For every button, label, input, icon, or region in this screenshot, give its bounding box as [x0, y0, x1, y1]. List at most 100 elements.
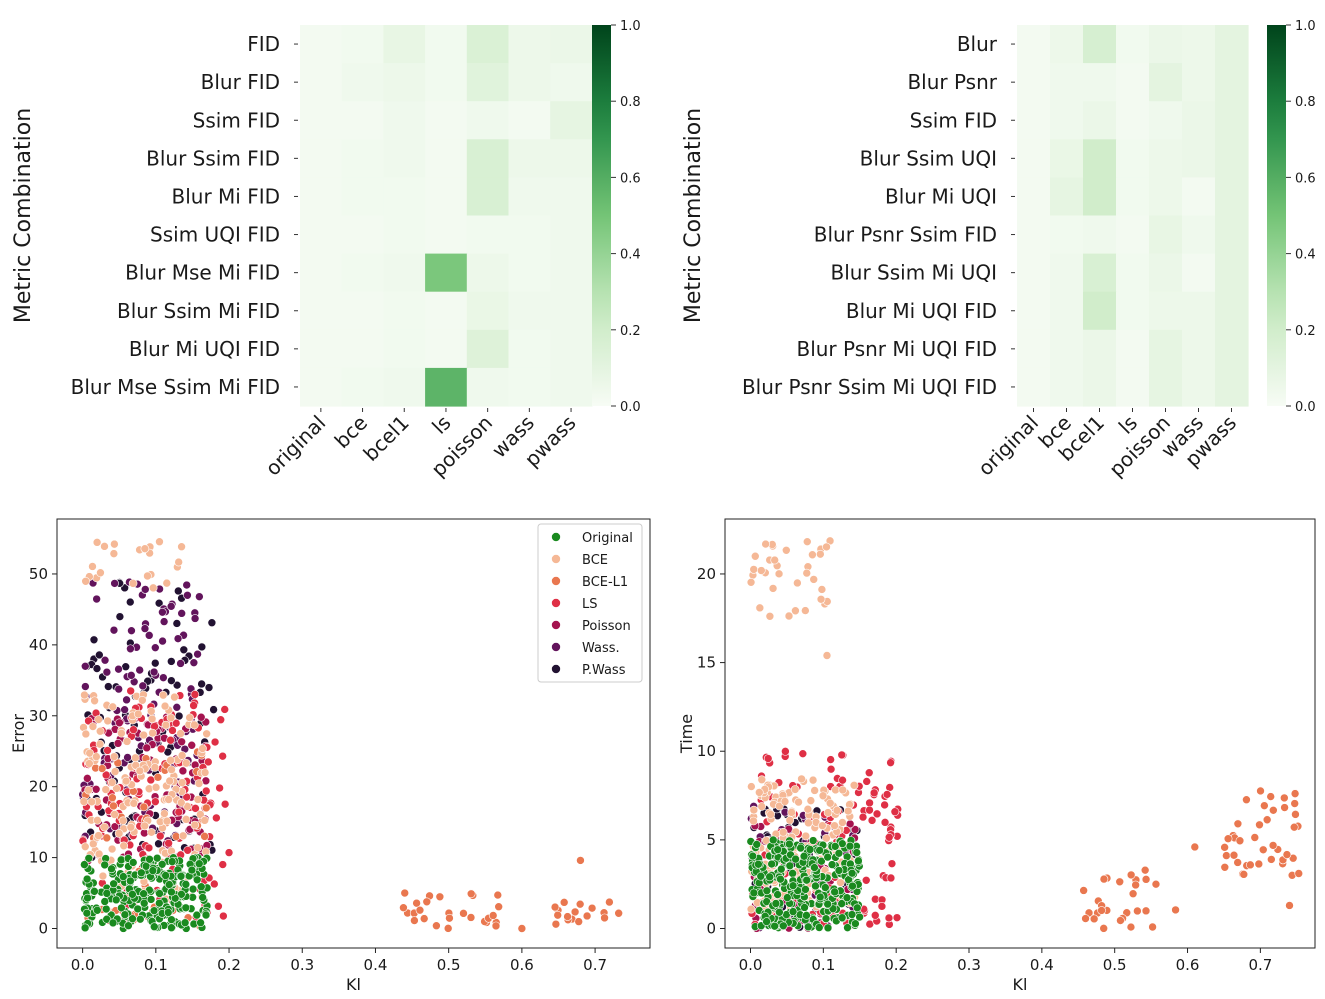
data-point — [818, 821, 827, 830]
data-point — [419, 914, 429, 923]
heatmap-cell — [1182, 253, 1216, 293]
data-point — [773, 890, 782, 899]
y-axis-label: Metric Combination — [11, 108, 36, 323]
data-point — [140, 585, 150, 594]
row-label: Ssim UQI FID — [150, 223, 280, 247]
heatmap-cell — [341, 63, 384, 102]
data-point — [550, 902, 560, 912]
data-point — [121, 776, 131, 786]
x-axis-label: Kl — [346, 975, 361, 994]
data-point — [1081, 914, 1090, 923]
data-point — [158, 607, 167, 617]
data-point — [139, 889, 148, 899]
data-point — [847, 868, 857, 878]
data-point — [445, 913, 454, 923]
data-point — [111, 895, 121, 905]
x-tick-label: 0.0 — [71, 956, 95, 974]
data-point — [162, 816, 172, 826]
heatmap-cell — [1182, 215, 1216, 255]
heatmap-cell — [508, 177, 551, 217]
data-point — [143, 571, 152, 581]
data-point — [869, 788, 879, 798]
heatmap-cell — [383, 101, 426, 140]
heatmap-cell — [466, 253, 510, 293]
data-point — [830, 821, 839, 830]
data-point — [190, 690, 200, 699]
data-point — [176, 659, 185, 668]
data-point — [170, 692, 179, 702]
data-point — [422, 897, 432, 907]
data-point — [204, 683, 214, 692]
data-point — [765, 611, 775, 621]
data-point — [755, 603, 765, 613]
heatmap-cell — [425, 215, 468, 255]
data-point — [1280, 803, 1289, 812]
data-point — [788, 869, 797, 878]
heatmap-cell — [341, 25, 384, 64]
heatmap-cell — [1083, 291, 1117, 331]
data-point — [399, 903, 408, 913]
heatmap-cell — [1050, 215, 1084, 255]
data-point — [190, 820, 200, 830]
colorbar-bar — [1267, 25, 1286, 406]
data-point — [756, 871, 766, 881]
data-point — [1151, 879, 1161, 889]
data-point — [168, 726, 177, 735]
data-point — [1141, 875, 1151, 884]
row-label: Blur Mi UQI — [885, 184, 997, 208]
data-point — [81, 576, 90, 586]
data-point — [810, 863, 819, 872]
data-point — [218, 860, 228, 869]
column-label: bcel1 — [358, 411, 413, 466]
data-point — [201, 910, 211, 920]
heatmap-cell — [425, 367, 468, 407]
data-point — [781, 545, 791, 555]
heatmap-cell — [1116, 329, 1150, 369]
data-point — [1133, 906, 1142, 916]
data-point — [766, 810, 775, 819]
data-point — [159, 673, 168, 682]
data-point — [92, 538, 102, 547]
heatmap-cell — [300, 367, 343, 407]
y-tick-label: 30 — [29, 707, 48, 725]
heatmap-cell — [508, 367, 551, 407]
heatmap-cell — [425, 177, 468, 217]
row-label: Blur Ssim Mi UQI — [831, 261, 998, 285]
data-point — [144, 784, 154, 794]
heatmap-cell — [1017, 101, 1051, 140]
legend-marker — [551, 598, 561, 608]
data-point — [776, 874, 785, 884]
heatmap-cell — [1050, 253, 1084, 293]
data-point — [155, 831, 165, 841]
heatmap-cell — [1050, 367, 1084, 407]
series-original — [746, 835, 864, 933]
data-point — [1089, 914, 1099, 924]
data-point — [117, 728, 126, 738]
data-point — [1267, 855, 1276, 864]
data-point — [815, 846, 824, 855]
heatmap-cell — [1215, 329, 1249, 369]
row-label: Blur Ssim Mi FID — [117, 299, 280, 323]
data-point — [93, 816, 102, 825]
data-point — [194, 859, 204, 869]
data-point — [826, 764, 836, 774]
data-point — [798, 749, 808, 758]
heatmap-cell — [383, 215, 426, 255]
data-point — [164, 838, 173, 848]
heatmap-cell — [1017, 177, 1051, 217]
data-point — [1290, 799, 1300, 808]
data-point — [200, 768, 210, 777]
scatter-plot-1: 0.0 0.1 0.2 0.3 0.4 0.5 0.6 0.7 0 10 20 30 40 50 Kl Err… — [9, 518, 651, 994]
data-point — [135, 665, 144, 675]
data-point — [142, 743, 152, 753]
data-point — [214, 901, 223, 911]
data-point — [181, 758, 191, 768]
data-point — [861, 875, 871, 885]
data-point — [1233, 819, 1243, 829]
data-point — [100, 655, 110, 665]
data-point — [849, 780, 859, 790]
data-point — [575, 899, 585, 909]
heatmap-cell — [300, 101, 343, 140]
data-point — [200, 832, 209, 841]
series-original — [80, 853, 212, 933]
